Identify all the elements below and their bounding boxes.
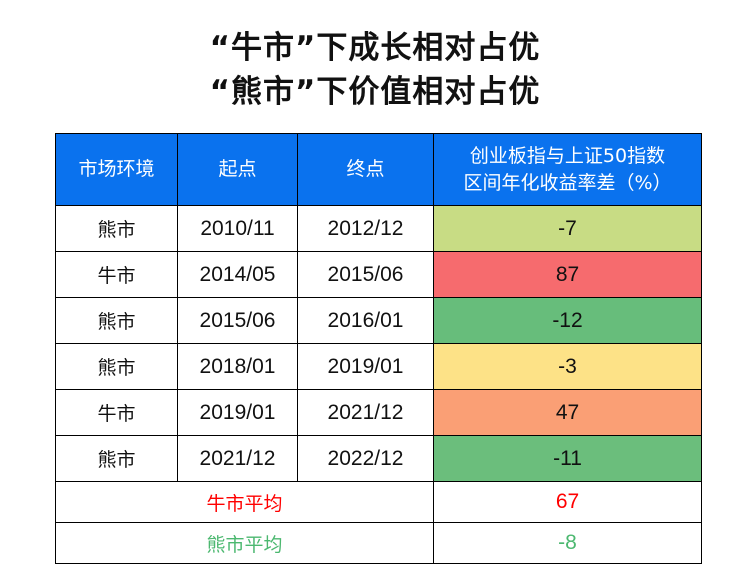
bear-average-value: -8 xyxy=(433,522,702,564)
table-row: 熊市 2015/06 2016/01 -12 xyxy=(55,297,702,344)
cell-end: 2016/01 xyxy=(297,297,434,344)
header-diff-text: 创业板指与上证50指数 区间年化收益率差（%） xyxy=(463,144,672,194)
table-row: 熊市 2021/12 2022/12 -11 xyxy=(55,435,702,482)
cell-env: 熊市 xyxy=(55,205,178,252)
cell-start: 2014/05 xyxy=(177,251,298,298)
cell-env: 熊市 xyxy=(55,435,178,482)
table-row: 熊市 2018/01 2019/01 -3 xyxy=(55,343,702,390)
bear-average-label: 熊市平均 xyxy=(55,522,434,564)
cell-end: 2019/01 xyxy=(297,343,434,390)
cell-diff: -11 xyxy=(433,435,702,482)
cell-end: 2022/12 xyxy=(297,435,434,482)
header-env: 市场环境 xyxy=(55,133,178,206)
bear-average-row: 熊市平均 -8 xyxy=(55,522,702,564)
cell-end: 2021/12 xyxy=(297,389,434,436)
cell-end: 2015/06 xyxy=(297,251,434,298)
cell-diff: 87 xyxy=(433,251,702,298)
cell-start: 2021/12 xyxy=(177,435,298,482)
bull-average-label: 牛市平均 xyxy=(55,481,434,523)
cell-diff: 47 xyxy=(433,389,702,436)
title-block: “牛市”下成长相对占优 “熊市”下价值相对占优 xyxy=(0,26,750,114)
table-row: 牛市 2019/01 2021/12 47 xyxy=(55,389,702,436)
header-start: 起点 xyxy=(177,133,298,206)
cell-end: 2012/12 xyxy=(297,205,434,252)
header-end: 终点 xyxy=(297,133,434,206)
cell-env: 牛市 xyxy=(55,389,178,436)
bull-average-row: 牛市平均 67 xyxy=(55,481,702,523)
cell-env: 熊市 xyxy=(55,297,178,344)
cell-diff: -12 xyxy=(433,297,702,344)
cell-diff: -3 xyxy=(433,343,702,390)
title-line-1: “牛市”下成长相对占优 xyxy=(209,30,541,66)
title-line-2: “熊市”下价值相对占优 xyxy=(209,74,541,110)
cell-start: 2015/06 xyxy=(177,297,298,344)
cell-start: 2019/01 xyxy=(177,389,298,436)
header-diff: 创业板指与上证50指数 区间年化收益率差（%） xyxy=(433,133,702,206)
cell-start: 2010/11 xyxy=(177,205,298,252)
header-row: 市场环境 起点 终点 创业板指与上证50指数 区间年化收益率差（%） xyxy=(55,133,702,206)
bull-average-value: 67 xyxy=(433,481,702,523)
comparison-table: 市场环境 起点 终点 创业板指与上证50指数 区间年化收益率差（%） 熊市 201… xyxy=(55,133,702,564)
cell-start: 2018/01 xyxy=(177,343,298,390)
table-row: 熊市 2010/11 2012/12 -7 xyxy=(55,205,702,252)
cell-env: 牛市 xyxy=(55,251,178,298)
cell-env: 熊市 xyxy=(55,343,178,390)
cell-diff: -7 xyxy=(433,205,702,252)
table-row: 牛市 2014/05 2015/06 87 xyxy=(55,251,702,298)
